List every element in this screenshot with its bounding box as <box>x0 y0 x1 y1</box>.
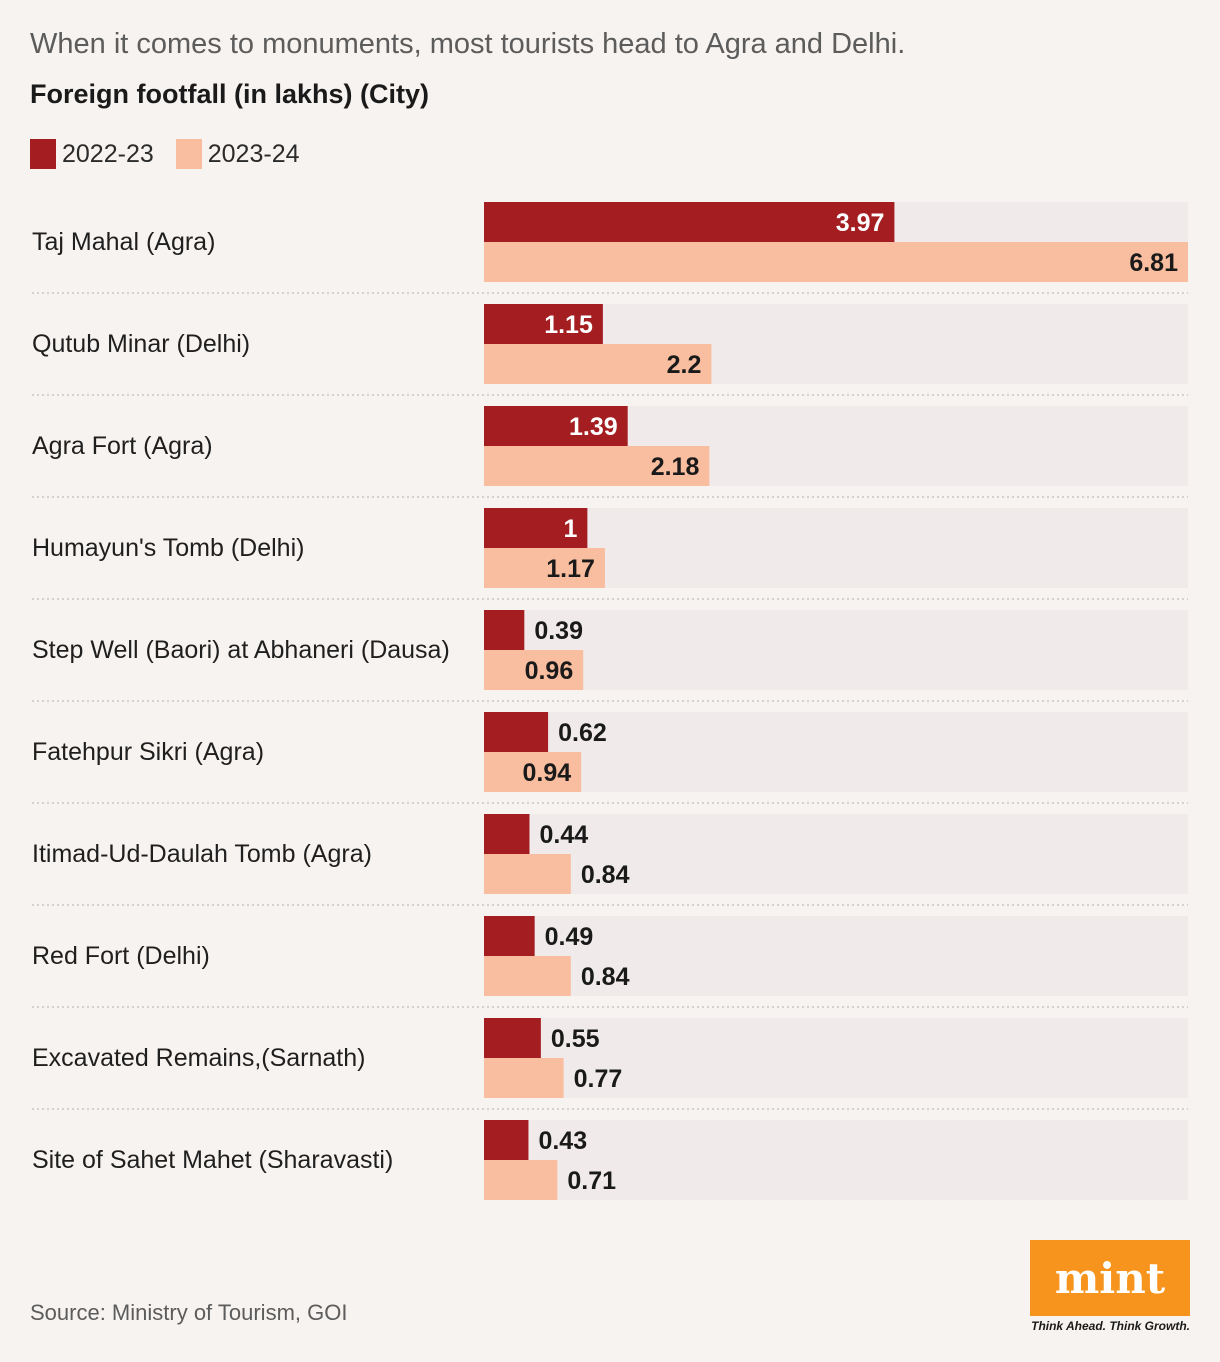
legend-swatch-2022-23 <box>30 139 56 169</box>
logo-box: mint <box>1030 1240 1190 1316</box>
category-label: Fatehpur Sikri (Agra) <box>32 738 264 766</box>
bar-2022-23 <box>484 1120 529 1160</box>
bar-chart: Taj Mahal (Agra) 3.97 6.81 Qutub Minar (Del… <box>32 202 1188 1200</box>
data-label-2023-24: 6.81 <box>1129 249 1178 277</box>
bar-2022-23 <box>484 1018 541 1058</box>
category-label: Excavated Remains,(Sarnath) <box>32 1044 365 1072</box>
data-label-2023-24: 0.84 <box>581 963 630 991</box>
data-label-2022-23: 1.39 <box>569 413 618 441</box>
logo-word: mint <box>1054 1253 1166 1303</box>
bar-2022-23 <box>484 814 530 854</box>
data-label-2023-24: 0.84 <box>581 861 630 889</box>
legend-item-2023-24: 2023-24 <box>175 139 300 169</box>
bar-2023-24 <box>484 446 710 486</box>
bar-track <box>484 1018 1188 1098</box>
data-label-2023-24: 1.17 <box>546 555 595 583</box>
category-label: Agra Fort (Agra) <box>32 432 213 460</box>
mint-logo: mint Think Ahead. Think Growth. <box>1030 1240 1190 1333</box>
bar-2023-24 <box>484 956 571 996</box>
legend-item-2022-23: 2022-23 <box>30 139 154 169</box>
legend-swatch-2023-24 <box>175 139 202 169</box>
data-label-2023-24: 2.2 <box>667 351 702 379</box>
bar-2022-23 <box>484 508 588 548</box>
bar-2022-23 <box>484 712 549 752</box>
data-label-2022-23: 1 <box>563 515 577 543</box>
bar-track <box>484 1120 1188 1200</box>
bar-2022-23 <box>484 406 628 446</box>
data-label-2023-24: 2.18 <box>651 453 700 481</box>
data-label-2022-23: 0.39 <box>534 617 583 645</box>
bar-2023-24 <box>484 1058 564 1098</box>
data-label-2022-23: 0.44 <box>539 821 588 849</box>
bar-2023-24 <box>484 752 582 792</box>
category-label: Step Well (Baori) at Abhaneri (Dausa) <box>32 636 450 664</box>
data-label-2022-23: 0.55 <box>551 1025 600 1053</box>
data-label-2022-23: 0.62 <box>558 719 607 747</box>
bar-track <box>484 814 1188 894</box>
bar-track <box>484 610 1188 690</box>
bar-2022-23 <box>484 916 535 956</box>
data-label-2022-23: 1.15 <box>544 311 593 339</box>
chart-subtitle: When it comes to monuments, most tourist… <box>30 28 906 60</box>
legend-label-2022-23: 2022-23 <box>62 139 154 168</box>
legend-label-2023-24: 2023-24 <box>207 139 300 168</box>
bar-2023-24 <box>484 344 712 384</box>
category-label: Humayun's Tomb (Delhi) <box>32 534 304 562</box>
data-label-2023-24: 0.77 <box>574 1065 623 1093</box>
bar-2023-24 <box>484 650 584 690</box>
logo-tagline: Think Ahead. Think Growth. <box>1031 1319 1190 1333</box>
data-label-2022-23: 0.43 <box>538 1127 587 1155</box>
bar-track <box>484 916 1188 996</box>
data-label-2022-23: 0.49 <box>545 923 594 951</box>
category-label: Qutub Minar (Delhi) <box>32 330 250 358</box>
data-label-2023-24: 0.94 <box>523 759 572 787</box>
data-label-2023-24: 0.96 <box>525 657 574 685</box>
bar-2022-23 <box>484 202 895 242</box>
bar-2023-24 <box>484 242 1188 282</box>
bar-2023-24 <box>484 854 571 894</box>
bar-2022-23 <box>484 304 603 344</box>
bar-2022-23 <box>484 610 525 650</box>
bar-2023-24 <box>484 1160 558 1200</box>
bar-track <box>484 712 1188 792</box>
chart-title: Foreign footfall (in lakhs) (City) <box>30 79 429 109</box>
legend: 2022-23 2023-24 <box>30 139 322 169</box>
source-note: Source: Ministry of Tourism, GOI <box>30 1300 348 1325</box>
category-label: Red Fort (Delhi) <box>32 942 210 970</box>
data-label-2022-23: 3.97 <box>836 209 885 237</box>
category-label: Itimad-Ud-Daulah Tomb (Agra) <box>32 840 372 868</box>
category-label: Taj Mahal (Agra) <box>32 228 215 256</box>
data-label-2023-24: 0.71 <box>567 1167 616 1195</box>
category-label: Site of Sahet Mahet (Sharavasti) <box>32 1146 393 1174</box>
bar-2023-24 <box>484 548 605 588</box>
